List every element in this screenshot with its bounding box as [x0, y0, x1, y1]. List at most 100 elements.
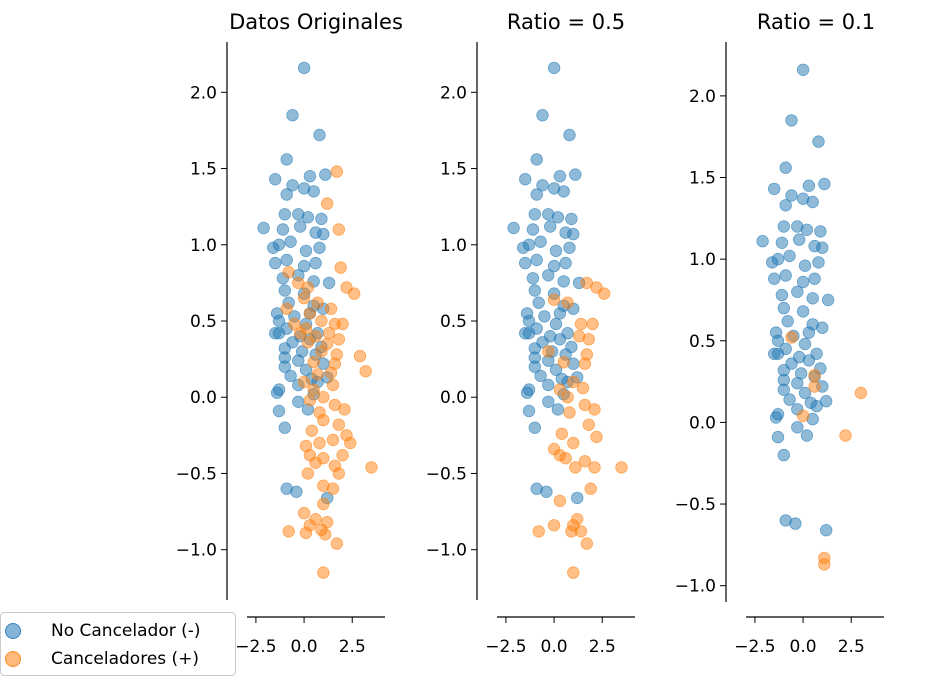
- scatter-point: [777, 448, 791, 462]
- scatter-point: [818, 558, 831, 571]
- scatter-point: [519, 172, 532, 186]
- x-tick-label: −2.5: [734, 637, 775, 657]
- panel-title: Ratio = 0.5: [507, 10, 625, 34]
- series-pos: [532, 276, 628, 579]
- scatter-point: [319, 168, 332, 181]
- scatter-point: [821, 293, 835, 307]
- scatter-point: [574, 525, 588, 538]
- scatter-point: [590, 430, 603, 444]
- scatter-point: [820, 524, 833, 537]
- scatter-point: [282, 266, 295, 279]
- legend: No Cancelador (-) Canceladores (+): [0, 612, 236, 676]
- scatter-point: [567, 566, 580, 579]
- legend-marker-neg: [5, 623, 21, 639]
- scatter-point: [317, 497, 330, 511]
- scatter-point: [292, 395, 305, 409]
- scatter-point: [798, 386, 812, 400]
- scatter-point: [789, 517, 802, 530]
- panel-title: Datos Originales: [229, 10, 403, 34]
- scatter-point: [798, 259, 812, 272]
- scatter-point: [557, 275, 570, 288]
- scatter-point: [791, 377, 804, 390]
- scatter-point: [332, 333, 346, 346]
- scatter-point: [299, 526, 313, 540]
- scatter-point: [532, 296, 545, 309]
- scatter-point: [582, 418, 596, 431]
- scatter-point: [534, 369, 547, 383]
- scatter-point: [321, 197, 334, 210]
- scatter-point: [280, 153, 293, 166]
- scatter-point: [800, 429, 814, 442]
- scatter-point: [278, 208, 292, 221]
- scatter-point: [365, 461, 378, 474]
- scatter-point: [538, 310, 551, 323]
- scatter-point: [567, 375, 580, 389]
- y-tick-label: −1.0: [675, 577, 716, 597]
- scatter-point: [530, 153, 543, 166]
- scatter-point: [779, 161, 792, 174]
- scatter-point: [348, 287, 361, 300]
- scatter-point: [317, 413, 330, 427]
- scatter-point: [775, 288, 789, 302]
- scatter-point: [528, 421, 542, 434]
- scatter-point: [571, 491, 584, 505]
- scatter-point: [812, 135, 825, 148]
- scatter-point: [779, 199, 792, 212]
- y-tick-label: 0.5: [190, 312, 217, 332]
- scatter-point: [336, 317, 349, 331]
- scatter-point: [303, 394, 317, 407]
- scatter-point: [563, 406, 576, 419]
- scatter-point: [777, 301, 791, 315]
- scatter-point: [319, 528, 332, 541]
- scatter-point: [526, 272, 540, 285]
- y-tick-label: 2.0: [190, 83, 217, 103]
- y-tick-label: 1.0: [689, 250, 716, 270]
- scatter-point: [553, 307, 567, 320]
- scatter-point: [301, 336, 315, 349]
- scatter-point: [812, 256, 825, 269]
- x-tick-label: −2.5: [485, 637, 526, 657]
- scatter-point: [528, 208, 542, 221]
- scatter-point: [574, 317, 588, 331]
- scatter-point: [576, 381, 590, 395]
- scatter-point: [317, 227, 330, 241]
- scatter-point: [359, 365, 372, 378]
- scatter-point: [307, 356, 320, 369]
- y-tick-label: 0.0: [190, 388, 217, 408]
- scatter-point: [307, 383, 320, 396]
- legend-item-neg: No Cancelador (-): [1, 617, 201, 645]
- scatter-point: [586, 317, 599, 331]
- scatter-point: [507, 221, 520, 235]
- scatter-point: [818, 177, 831, 191]
- y-tick-label: 0.5: [440, 312, 467, 332]
- scatter-point: [326, 482, 340, 495]
- panel-2: Ratio = 0.5 −1.0 −0.5 0.0 0.5 1.0 1.5 2.0 −2.5 0.…: [426, 10, 635, 657]
- scatter-point: [802, 179, 816, 192]
- scatter-point: [286, 179, 299, 192]
- scatter-point: [802, 354, 816, 367]
- y-tick-label: 0.5: [689, 332, 716, 352]
- legend-label-pos: Canceladores (+): [51, 649, 200, 669]
- scatter-point: [839, 429, 852, 442]
- y-tick-label: 0.0: [440, 388, 467, 408]
- y-tick-label: 1.5: [689, 169, 716, 189]
- scatter-point: [303, 169, 317, 183]
- scatter-point: [294, 220, 307, 233]
- scatter-point: [522, 314, 536, 328]
- scatter-point: [555, 427, 569, 441]
- scatter-point: [269, 256, 282, 270]
- scatter-point: [800, 223, 814, 237]
- y-tick-label: 1.5: [190, 160, 217, 180]
- scatter-point: [578, 357, 592, 370]
- scatter-point: [528, 284, 542, 297]
- x-tick-label: 2.5: [838, 637, 865, 657]
- scatter-point: [553, 383, 567, 396]
- y-tick-label: −0.5: [675, 495, 716, 515]
- scatter-point: [520, 386, 534, 399]
- scatter-point: [542, 269, 555, 282]
- scatter-point: [771, 252, 785, 266]
- y-tick-label: −1.0: [426, 541, 467, 561]
- x-tick-label: 0.0: [291, 637, 318, 657]
- scatter-point: [549, 363, 563, 377]
